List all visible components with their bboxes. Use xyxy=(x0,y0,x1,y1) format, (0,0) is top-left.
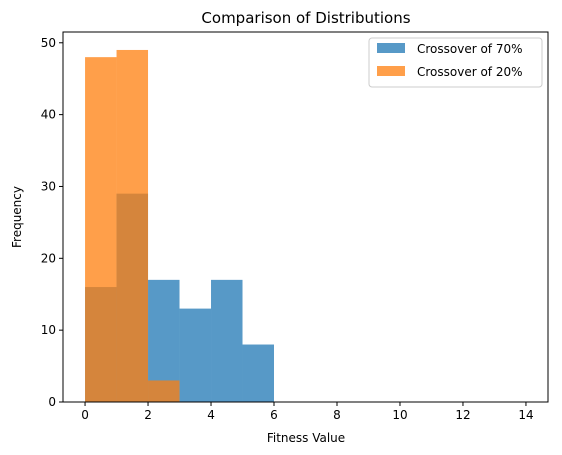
bars-layer xyxy=(85,49,274,403)
x-axis: 0 2 4 6 8 10 12 14 xyxy=(81,402,534,422)
bar-series-1-bin-0 xyxy=(85,57,117,403)
legend: Crossover of 70% Crossover of 20% xyxy=(368,37,543,88)
x-tick-label-7: 14 xyxy=(518,408,533,422)
x-tick-label-4: 8 xyxy=(333,408,341,422)
x-tick-label-6: 12 xyxy=(455,408,470,422)
chart-title: Comparison of Distributions xyxy=(201,9,410,27)
bar-series-1-bin-2 xyxy=(148,380,180,402)
y-tick-label-4: 40 xyxy=(41,108,56,122)
x-tick-label-5: 10 xyxy=(392,408,407,422)
x-tick-label-0: 0 xyxy=(81,408,89,422)
y-axis: 0 10 20 30 40 50 xyxy=(41,36,63,409)
legend-swatch-series-1 xyxy=(377,66,405,76)
y-tick-label-3: 30 xyxy=(41,179,56,193)
x-tick-label-1: 2 xyxy=(144,408,152,422)
x-axis-label: Fitness Value xyxy=(267,431,345,445)
bar-series-0-bin-4 xyxy=(211,279,243,402)
bar-series-0-bin-3 xyxy=(179,308,212,402)
y-tick-label-5: 50 xyxy=(41,36,56,50)
plot-frame xyxy=(62,31,549,403)
x-tick-label-3: 6 xyxy=(270,408,278,422)
legend-entry-series-0: Crossover of 70% xyxy=(417,42,523,56)
bar-series-0-bin-5 xyxy=(242,344,274,402)
y-axis-label: Frequency xyxy=(10,186,24,248)
y-tick-label-2: 20 xyxy=(41,251,56,265)
bar-series-1-bin-1 xyxy=(116,49,149,403)
x-tick-label-2: 4 xyxy=(207,408,215,422)
legend-swatch-series-0 xyxy=(377,43,405,53)
legend-box xyxy=(368,37,543,88)
legend-entry-series-1: Crossover of 20% xyxy=(417,65,523,79)
y-tick-label-1: 10 xyxy=(41,323,56,337)
y-tick-label-0: 0 xyxy=(48,395,56,409)
